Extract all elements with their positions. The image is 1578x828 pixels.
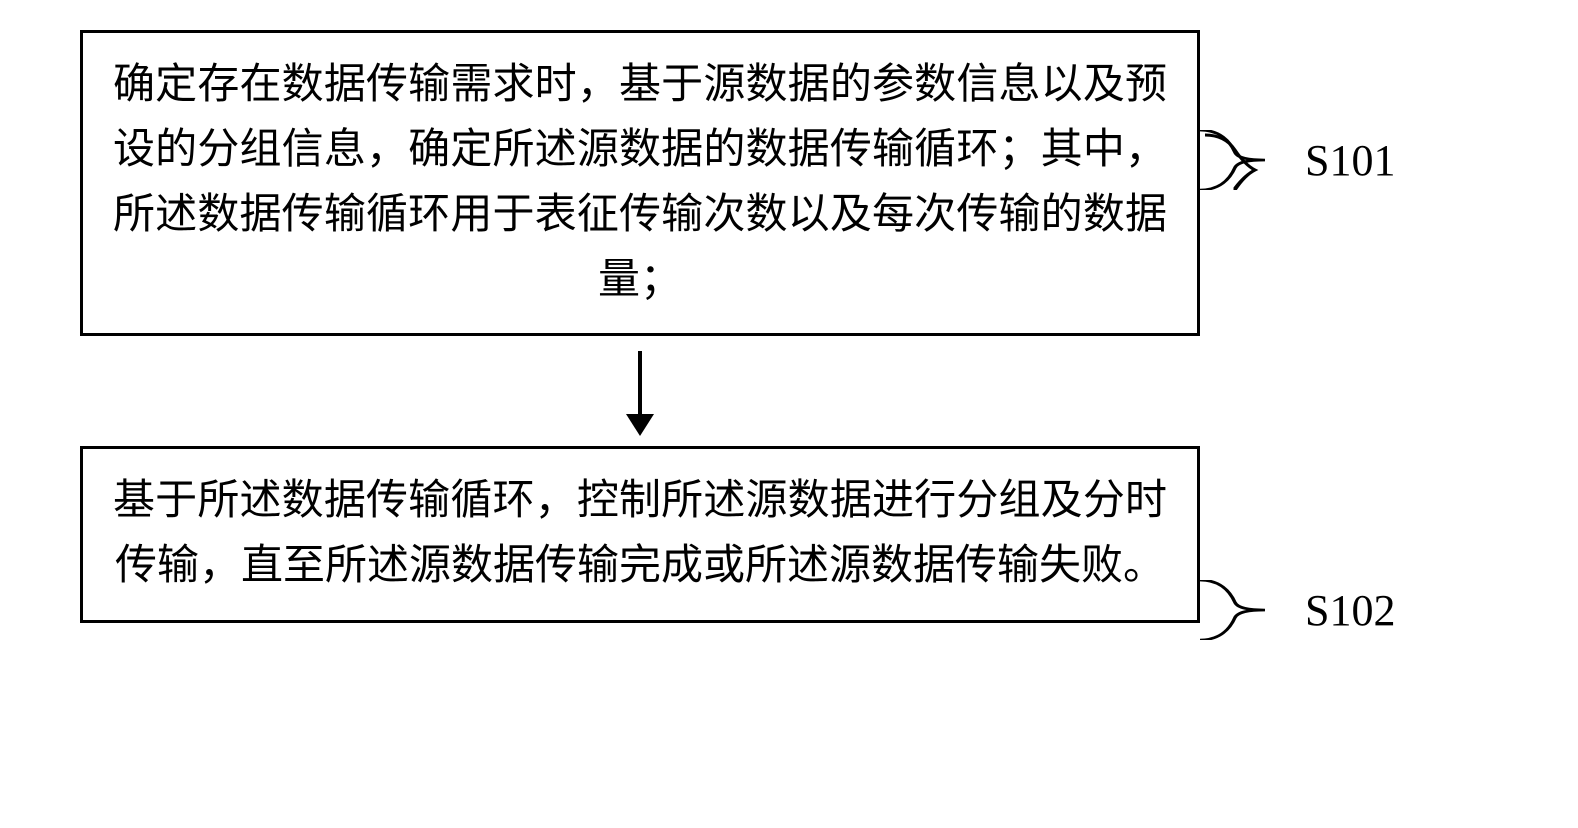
box-2-text: 基于所述数据传输循环，控制所述源数据进行分组及分时传输，直至所述源数据传输完成或… bbox=[113, 469, 1167, 599]
arrow-1 bbox=[80, 336, 1200, 446]
step-label-1: S101 bbox=[1305, 135, 1395, 186]
curve-bracket-icon bbox=[1200, 580, 1290, 640]
step-label-2: S102 bbox=[1305, 585, 1395, 636]
label-group-2: S102 bbox=[1200, 580, 1395, 640]
flowchart-container: 确定存在数据传输需求时，基于源数据的参数信息以及预设的分组信息，确定所述源数据的… bbox=[80, 30, 1500, 623]
label-group-1: S101 bbox=[1200, 130, 1395, 190]
arrow-head bbox=[626, 414, 654, 436]
flowchart-box-2: 基于所述数据传输循环，控制所述源数据进行分组及分时传输，直至所述源数据传输完成或… bbox=[80, 446, 1200, 622]
flowchart-box-1: 确定存在数据传输需求时，基于源数据的参数信息以及预设的分组信息，确定所述源数据的… bbox=[80, 30, 1200, 336]
curve-bracket-icon bbox=[1200, 130, 1290, 190]
box-1-text: 确定存在数据传输需求时，基于源数据的参数信息以及预设的分组信息，确定所述源数据的… bbox=[113, 53, 1167, 313]
